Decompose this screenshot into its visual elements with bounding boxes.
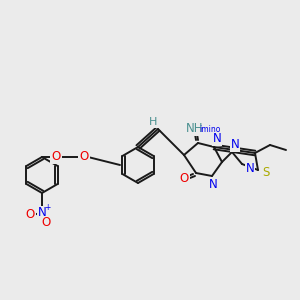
Text: N: N [231, 139, 239, 152]
Text: O: O [179, 172, 189, 184]
Text: S: S [262, 166, 270, 178]
Text: N: N [38, 206, 46, 220]
Text: imino: imino [199, 124, 221, 134]
Text: O: O [41, 217, 51, 230]
Text: N: N [246, 163, 254, 176]
Text: O: O [80, 151, 88, 164]
Text: N: N [213, 133, 221, 146]
Text: H: H [149, 117, 157, 127]
Text: O: O [26, 208, 34, 221]
Text: +: + [44, 203, 50, 212]
Text: N: N [208, 178, 217, 191]
Text: NH: NH [186, 122, 204, 136]
Text: O: O [51, 151, 61, 164]
